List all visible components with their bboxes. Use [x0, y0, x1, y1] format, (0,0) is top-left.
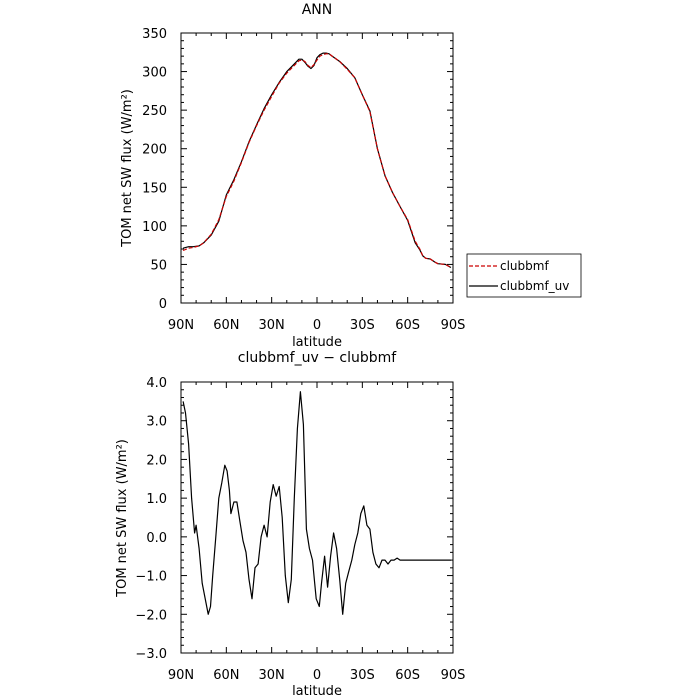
- bottom-y-tick-labels: −3.0 −2.0 −1.0 0.0 1.0 2.0 3.0 4.0: [135, 376, 167, 662]
- x-tick-label: 60S: [395, 318, 420, 333]
- x-tick-label: 60S: [395, 668, 420, 683]
- x-tick-label: 30S: [350, 318, 375, 333]
- top-ticks: [180, 32, 454, 304]
- top-y-axis-label: TOM net SW flux (W/m²): [120, 89, 135, 248]
- x-tick-label: 0: [313, 318, 321, 333]
- y-tick-label: 50: [150, 258, 167, 273]
- bottom-x-tick-labels: 90N 60N 30N 0 30S 60S 90S: [168, 668, 466, 683]
- x-tick-label: 90S: [441, 318, 466, 333]
- y-tick-label: −1.0: [135, 570, 167, 585]
- top-plot-frame: [180, 32, 454, 304]
- bottom-plot-frame: [180, 381, 454, 654]
- y-tick-label: 4.0: [146, 376, 167, 391]
- x-tick-label: 90N: [168, 668, 194, 683]
- legend-label-clubbmf: clubbmf: [500, 259, 549, 273]
- series-line-clubbmf-uv: [182, 52, 452, 269]
- bottom-panel: clubbmf_uv − clubbmf 90N 60N 30N 0 30S 60S 90S…: [115, 350, 465, 699]
- x-tick-label: 30N: [259, 668, 285, 683]
- y-tick-label: 0: [159, 297, 167, 312]
- bottom-series-lines: [182, 391, 451, 615]
- y-tick-label: 250: [142, 104, 167, 119]
- legend-box: [466, 253, 582, 298]
- y-tick-label: −2.0: [135, 608, 167, 623]
- x-tick-label: 60N: [213, 318, 239, 333]
- y-tick-label: −3.0: [135, 647, 167, 662]
- y-tick-label: 3.0: [146, 415, 167, 430]
- top-panel: ANN 90N 60N 30N 0 30S 60S 90S 0 50 100 150 200 250 3…: [120, 2, 465, 350]
- y-tick-label: 350: [142, 27, 167, 42]
- legend-label-clubbmf-uv: clubbmf_uv: [500, 279, 569, 293]
- legend: clubbmf clubbmf_uv: [466, 253, 582, 298]
- y-tick-label: 100: [142, 220, 167, 235]
- top-x-axis-label: latitude: [292, 335, 342, 350]
- top-x-tick-labels: 90N 60N 30N 0 30S 60S 90S: [168, 318, 466, 333]
- series-line-clubbmf: [182, 53, 452, 269]
- y-tick-label: 2.0: [146, 453, 167, 468]
- x-tick-label: 90N: [168, 318, 194, 333]
- x-tick-label: 0: [313, 668, 321, 683]
- top-chart-title: ANN: [302, 2, 333, 18]
- x-tick-label: 30S: [350, 668, 375, 683]
- y-tick-label: 1.0: [146, 492, 167, 507]
- top-series-lines: [182, 52, 452, 269]
- x-tick-label: 60N: [213, 668, 239, 683]
- series-line-difference: [182, 391, 451, 615]
- top-y-tick-labels: 0 50 100 150 200 250 300 350: [142, 27, 167, 312]
- y-tick-label: 300: [142, 66, 167, 81]
- x-tick-label: 90S: [441, 668, 466, 683]
- bottom-x-axis-label: latitude: [292, 684, 342, 699]
- y-tick-label: 150: [142, 181, 167, 196]
- y-tick-label: 200: [142, 143, 167, 158]
- bottom-y-axis-label: TOM net SW flux (W/m²): [115, 439, 130, 598]
- bottom-ticks: [180, 381, 454, 654]
- bottom-chart-title: clubbmf_uv − clubbmf: [238, 350, 397, 366]
- y-tick-label: 0.0: [146, 531, 167, 546]
- x-tick-label: 30N: [259, 318, 285, 333]
